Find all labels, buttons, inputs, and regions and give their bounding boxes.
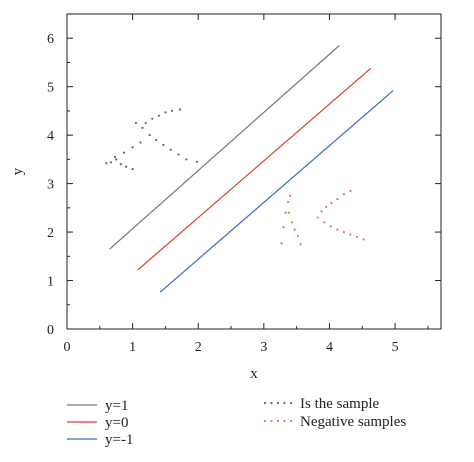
series-negative-samples (280, 189, 365, 246)
series-line (159, 90, 394, 293)
sample-point (349, 233, 352, 236)
series-line (109, 45, 340, 250)
sample-point (355, 235, 359, 239)
sample-point (323, 221, 326, 224)
legend-swatch-dot (289, 419, 293, 423)
sample-point (280, 242, 283, 245)
sample-point (342, 193, 345, 196)
sample-point (113, 155, 116, 159)
sample-point (148, 134, 151, 137)
series-layer (105, 45, 394, 293)
sample-point (329, 225, 332, 228)
legend-item: y=0 (67, 415, 128, 431)
sample-point (325, 205, 328, 208)
sample-point (119, 163, 122, 166)
series-is-the-sample (105, 108, 199, 171)
sample-point (342, 230, 345, 234)
legend-swatch-dot (276, 419, 280, 423)
sample-point (287, 211, 290, 214)
legend-label: y=-1 (105, 432, 133, 448)
sample-point (349, 189, 352, 192)
series-y-1 (159, 90, 394, 293)
sample-point (195, 160, 199, 163)
sample-point (169, 148, 172, 151)
y-tick-label: 5 (47, 81, 54, 96)
sample-point (122, 151, 126, 154)
x-axis-label: x (250, 366, 258, 382)
plot-frame (66, 13, 442, 330)
sample-point (177, 153, 180, 156)
y-tick-label: 1 (47, 275, 54, 290)
sample-point (151, 117, 154, 120)
legend-swatch-dot (283, 401, 286, 405)
legend-swatch-dot (289, 401, 293, 405)
legend-swatch-dot (270, 401, 273, 405)
legend-item: Negative samples (263, 414, 406, 430)
series-y-0 (137, 67, 372, 271)
sample-point (288, 194, 292, 197)
legend-swatch-dot (263, 419, 267, 423)
sample-point (162, 143, 165, 146)
sample-point (178, 108, 181, 111)
y-tick-label: 2 (47, 226, 54, 241)
x-tick-label: 2 (195, 340, 202, 355)
sample-point (336, 198, 339, 201)
series-y-1 (109, 45, 340, 250)
legend-swatch-dot (270, 419, 273, 423)
sample-point (290, 221, 294, 224)
sample-point (131, 146, 134, 149)
y-tick-label: 4 (47, 129, 54, 144)
x-tick-label: 5 (392, 340, 399, 355)
sample-point (105, 162, 108, 165)
sample-point (109, 161, 113, 164)
series-line (137, 67, 372, 271)
legend-swatch-dot (276, 401, 280, 405)
y-axis-label: y (10, 167, 26, 175)
x-tick-label: 0 (64, 340, 71, 355)
sample-point (362, 238, 365, 241)
y-tick-label: 6 (47, 32, 54, 47)
sample-point (282, 226, 285, 229)
legend-item: y=1 (67, 398, 128, 414)
sample-point (299, 243, 302, 246)
sample-point (284, 211, 287, 214)
y-tick-label: 3 (47, 178, 54, 193)
legend: y=1y=0y=-1 Is the sample Negative samples (67, 396, 406, 448)
axes: 0 1 2 3 4 5 0 1 2 3 4 5 6 (47, 13, 442, 355)
sample-point (157, 114, 160, 117)
sample-point (134, 121, 137, 125)
legend-swatch-dot (263, 401, 267, 405)
sample-point (141, 126, 144, 129)
legend-label: Is the sample (300, 396, 379, 412)
sample-point (293, 228, 296, 231)
sample-point (185, 158, 188, 161)
sample-point (330, 201, 333, 205)
sample-point (164, 111, 167, 114)
sample-point (170, 109, 174, 113)
legend-label: y=1 (105, 398, 128, 414)
legend-swatch-dot (283, 419, 286, 423)
sample-point (316, 216, 319, 219)
legend-item: Is the sample (263, 396, 379, 412)
sample-point (131, 167, 134, 171)
legend-label: y=0 (105, 415, 128, 431)
sample-point (287, 200, 290, 204)
legend-item: y=-1 (67, 432, 133, 448)
sample-point (115, 158, 118, 161)
y-tick-label: 0 (47, 323, 54, 338)
sample-point (144, 121, 147, 125)
x-tick-label: 3 (260, 340, 267, 355)
sample-point (320, 210, 323, 213)
x-tick-label: 4 (326, 340, 333, 355)
sample-point (336, 228, 339, 231)
sample-point (155, 138, 158, 142)
sample-point (296, 234, 300, 238)
legend-label: Negative samples (300, 414, 406, 430)
sample-point (139, 141, 142, 144)
x-tick-label: 1 (129, 340, 136, 355)
sample-point (124, 165, 128, 168)
